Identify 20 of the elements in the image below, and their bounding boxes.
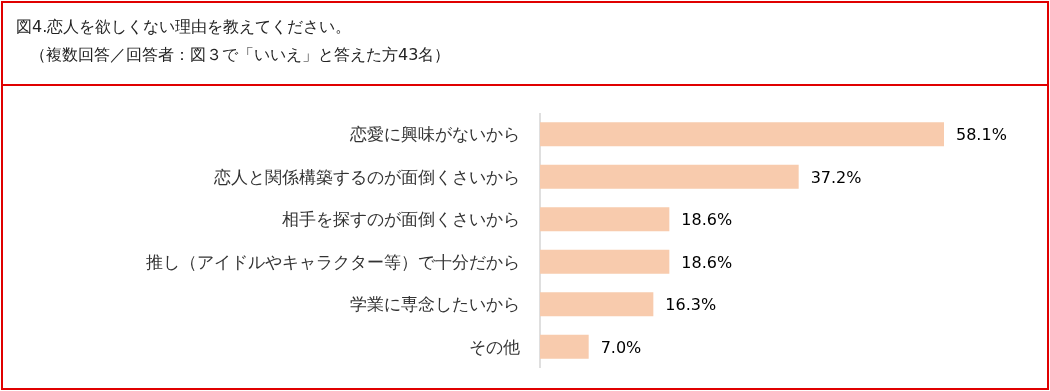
bar [540, 292, 654, 317]
y-tick-label: 推し（アイドルやキャラクター等）で十分だから [146, 251, 520, 272]
text: （複数回答／回答者：図３で「いいえ」と答えた方43名） [30, 45, 451, 64]
y-tick-label: その他 [469, 336, 520, 357]
bar [540, 164, 799, 189]
y-tick-label: 恋愛に興味がないから [349, 124, 520, 145]
data-label: 16.3% [665, 295, 717, 315]
data-label: 37.2% [810, 167, 862, 187]
y-tick-label: 相手を探すのが面倒くさいから [282, 209, 520, 230]
bar [540, 334, 589, 359]
y-tick-label: 学業に専念したいから [350, 294, 520, 315]
y-tick-label: 恋人と関係構築するのが面倒くさいから [213, 166, 520, 187]
bar [540, 207, 670, 232]
data-label: 7.0% [600, 337, 642, 357]
bar [540, 249, 670, 274]
data-label: 18.6% [681, 252, 733, 272]
data-label: 58.1% [956, 125, 1007, 145]
bar [540, 122, 944, 147]
text: 図4.恋人を欲しくない理由を教えてください。 [16, 17, 352, 36]
data-label: 18.6% [681, 210, 733, 230]
